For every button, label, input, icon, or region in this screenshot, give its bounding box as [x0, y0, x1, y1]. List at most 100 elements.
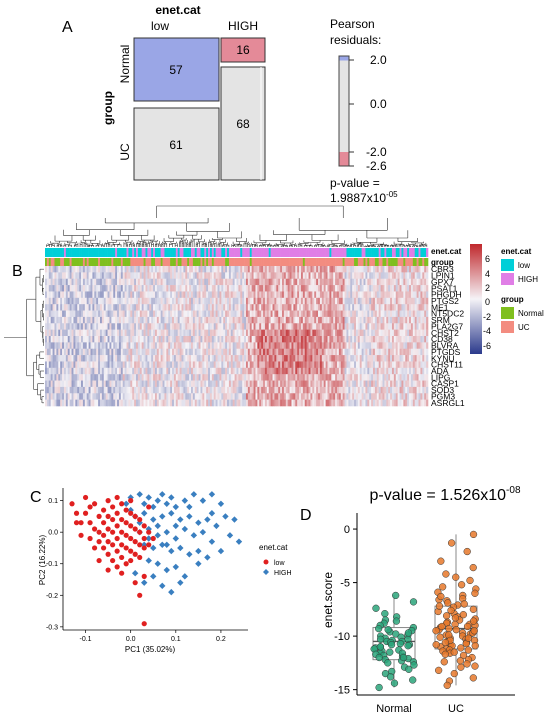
heatmap-cell — [72, 279, 74, 286]
heatmap-cell — [73, 323, 75, 330]
heatmap-cell — [87, 298, 89, 305]
heatmap-cell — [212, 311, 214, 318]
heatmap-cell — [142, 279, 144, 286]
heatmap-cell — [64, 355, 66, 362]
annotation-cell-group — [413, 258, 415, 266]
heatmap-cell — [320, 323, 322, 330]
heatmap-cell — [295, 349, 297, 356]
heatmap-cell — [106, 374, 108, 381]
heatmap-cell — [382, 298, 384, 305]
heatmap-cell — [187, 349, 189, 356]
heatmap-cell — [119, 298, 121, 305]
annotation-cell-enet — [246, 248, 248, 257]
annotation-cell-group — [381, 258, 383, 266]
heatmap-cell — [339, 311, 341, 318]
residuals-bar-negative — [340, 152, 349, 166]
heatmap-cell — [87, 330, 89, 337]
heatmap-cell — [115, 285, 117, 292]
heatmap-cell — [45, 266, 47, 273]
heatmap-cell — [119, 323, 121, 330]
heatmap-cell — [422, 304, 424, 311]
heatmap-cell — [356, 266, 358, 273]
heatmap-cell — [147, 311, 149, 318]
heatmap-cell — [210, 298, 212, 305]
heatmap-cell — [200, 323, 202, 330]
heatmap-cell — [379, 298, 381, 305]
heatmap-cell — [81, 272, 83, 279]
heatmap-cell — [348, 311, 350, 318]
heatmap-cell — [130, 349, 132, 356]
annotation-cell-enet — [403, 248, 405, 257]
heatmap-cell — [138, 349, 140, 356]
heatmap-cell — [58, 381, 60, 388]
heatmap-cell — [341, 349, 343, 356]
heatmap-cell — [419, 317, 421, 324]
heatmap-cell — [343, 291, 345, 298]
heatmap-cell — [64, 323, 66, 330]
heatmap-cell — [111, 336, 113, 343]
heatmap-cell — [151, 304, 153, 311]
annotation-cell-enet — [297, 248, 299, 257]
heatmap-cell — [390, 272, 392, 279]
heatmap-cell — [151, 311, 153, 318]
heatmap-cell — [233, 298, 235, 305]
heatmap-cell — [269, 266, 271, 273]
heatmap-cell — [386, 361, 388, 368]
annotation-cell-group — [316, 258, 318, 266]
heatmap-cell — [261, 298, 263, 305]
heatmap-cell — [51, 291, 53, 298]
heatmap-cell — [85, 311, 87, 318]
heatmap-cell — [221, 330, 223, 337]
heatmap-cell — [174, 311, 176, 318]
heatmap-cell — [388, 355, 390, 362]
heatmap-cell — [259, 355, 261, 362]
heatmap-cell — [240, 272, 242, 279]
heatmap-cell — [51, 336, 53, 343]
heatmap-cell — [274, 298, 276, 305]
heatmap-cell — [382, 342, 384, 349]
heatmap-cell — [240, 266, 242, 273]
annotation-cell-enet — [411, 248, 413, 257]
heatmap-cell — [172, 361, 174, 368]
heatmap-cell — [193, 330, 195, 337]
annotation-cell-enet — [267, 248, 269, 257]
heatmap-cell — [320, 317, 322, 324]
heatmap-cell — [79, 285, 81, 292]
heatmap-cell — [331, 361, 333, 368]
heatmap-cell — [373, 368, 375, 375]
heatmap-cell — [307, 317, 309, 324]
annotation-cell-enet — [348, 248, 350, 257]
heatmap-cell — [244, 304, 246, 311]
heatmap-cell — [316, 317, 318, 324]
heatmap-cell — [153, 349, 155, 356]
annotation-cell-enet — [89, 248, 91, 257]
heatmap-cell — [54, 355, 56, 362]
heatmap-cell — [345, 311, 347, 318]
heatmap-cell — [221, 285, 223, 292]
heatmap-cell — [373, 323, 375, 330]
heatmap-cell — [409, 304, 411, 311]
heatmap-cell — [394, 368, 396, 375]
heatmap-cell — [350, 279, 352, 286]
heatmap-cell — [214, 368, 216, 375]
heatmap-cell — [149, 374, 151, 381]
heatmap-cell — [92, 285, 94, 292]
heatmap-cell — [303, 285, 305, 292]
annotation-cell-enet — [229, 248, 231, 257]
heatmap-cell — [293, 374, 295, 381]
heatmap-cell — [87, 304, 89, 311]
heatmap-cell — [291, 279, 293, 286]
heatmap-cell — [115, 355, 117, 362]
heatmap-cell — [388, 317, 390, 324]
heatmap-cell — [68, 342, 70, 349]
annotation-cell-enet — [314, 248, 316, 257]
heatmap-cell — [130, 374, 132, 381]
heatmap-cell — [400, 298, 402, 305]
heatmap-cell — [79, 355, 81, 362]
heatmap-cell — [185, 311, 187, 318]
heatmap-cell — [326, 279, 328, 286]
heatmap-cell — [125, 323, 127, 330]
heatmap-cell — [145, 349, 147, 356]
heatmap-cell — [343, 330, 345, 337]
heatmap-cell — [415, 272, 417, 279]
